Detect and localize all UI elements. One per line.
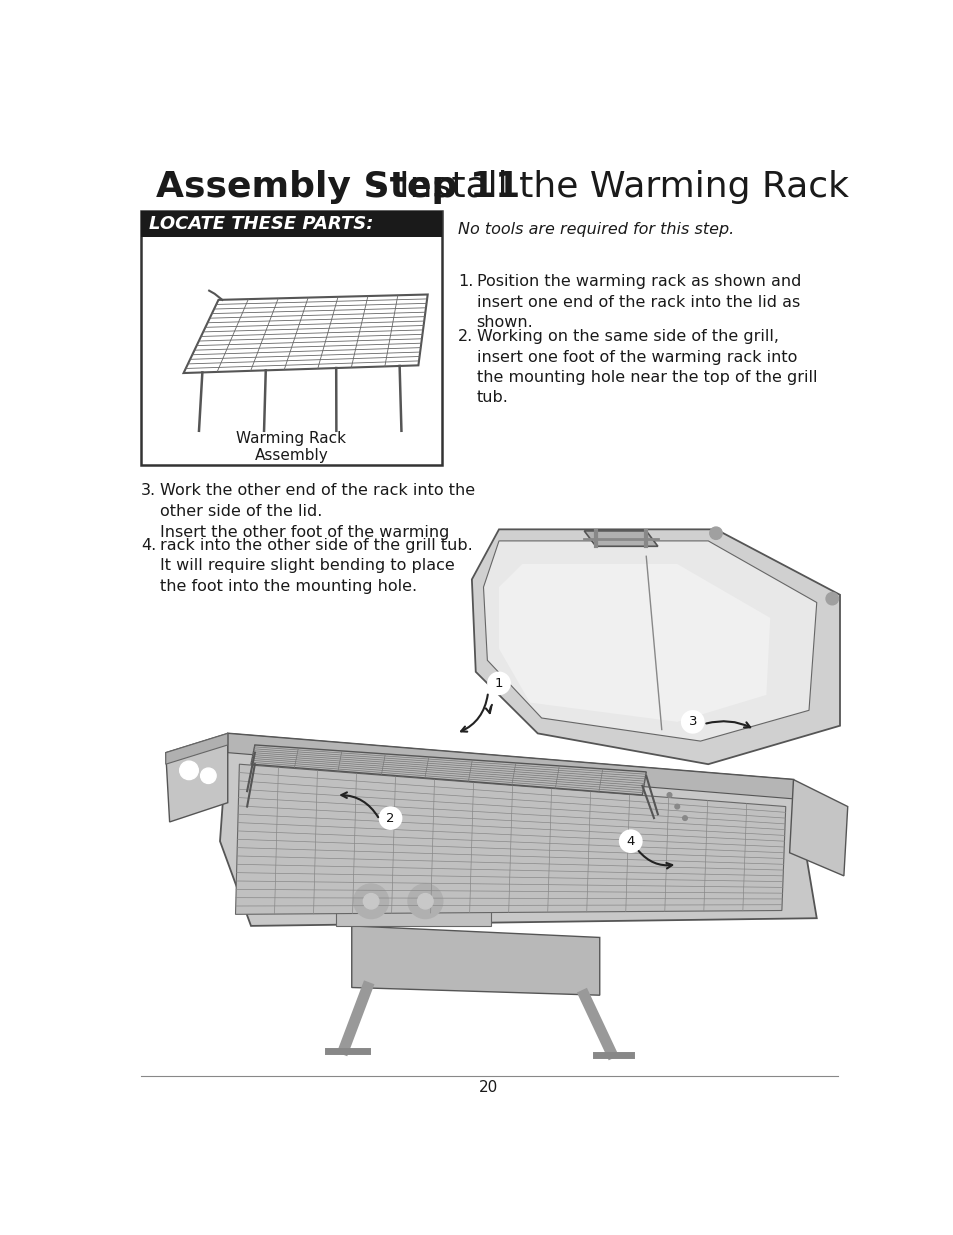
Circle shape bbox=[417, 894, 433, 909]
Polygon shape bbox=[583, 531, 658, 546]
Text: 3.: 3. bbox=[141, 483, 156, 498]
Polygon shape bbox=[220, 734, 816, 926]
Polygon shape bbox=[235, 764, 785, 914]
Circle shape bbox=[619, 830, 641, 852]
Circle shape bbox=[488, 673, 509, 694]
Polygon shape bbox=[166, 734, 228, 764]
Circle shape bbox=[682, 816, 686, 820]
Bar bbox=[141, 211, 441, 466]
Text: 2: 2 bbox=[386, 811, 395, 825]
Polygon shape bbox=[483, 541, 816, 741]
Text: Work the other end of the rack into the
other side of the lid.: Work the other end of the rack into the … bbox=[159, 483, 475, 519]
Text: - Install the Warming Rack: - Install the Warming Rack bbox=[363, 169, 848, 204]
Circle shape bbox=[379, 808, 401, 829]
Circle shape bbox=[179, 761, 198, 779]
Text: rack into the other side of the grill tub.
It will require slight bending to pla: rack into the other side of the grill tu… bbox=[159, 537, 472, 594]
Text: Assembly Step 11: Assembly Step 11 bbox=[155, 169, 519, 204]
Polygon shape bbox=[251, 745, 645, 795]
Circle shape bbox=[674, 804, 679, 809]
Text: Warming Rack
Assembly: Warming Rack Assembly bbox=[236, 431, 346, 463]
Text: Position the warming rack as shown and
insert one end of the rack into the lid a: Position the warming rack as shown and i… bbox=[476, 274, 801, 330]
Text: 1: 1 bbox=[495, 677, 503, 690]
Text: 20: 20 bbox=[478, 1081, 498, 1095]
Bar bbox=[141, 211, 441, 237]
Circle shape bbox=[408, 884, 442, 918]
Polygon shape bbox=[352, 926, 599, 995]
Text: 2.: 2. bbox=[457, 330, 473, 345]
Polygon shape bbox=[498, 564, 769, 721]
Circle shape bbox=[200, 768, 216, 783]
Polygon shape bbox=[166, 734, 228, 823]
Text: No tools are required for this step.: No tools are required for this step. bbox=[457, 222, 734, 237]
Text: LOCATE THESE PARTS:: LOCATE THESE PARTS: bbox=[149, 215, 373, 233]
Polygon shape bbox=[472, 530, 840, 764]
Text: Insert the other foot of the warming: Insert the other foot of the warming bbox=[159, 525, 449, 540]
Circle shape bbox=[681, 711, 703, 732]
Polygon shape bbox=[228, 734, 793, 799]
Circle shape bbox=[825, 593, 838, 605]
Text: 3: 3 bbox=[688, 715, 697, 729]
Polygon shape bbox=[789, 779, 847, 876]
Text: 4: 4 bbox=[626, 835, 635, 847]
Circle shape bbox=[354, 884, 388, 918]
Circle shape bbox=[363, 894, 378, 909]
Text: 4.: 4. bbox=[141, 537, 156, 553]
Text: Working on the same side of the grill,
insert one foot of the warming rack into
: Working on the same side of the grill, i… bbox=[476, 330, 816, 405]
Bar bbox=[335, 876, 491, 926]
Text: 1.: 1. bbox=[457, 274, 473, 289]
Circle shape bbox=[709, 527, 721, 540]
Circle shape bbox=[666, 793, 671, 798]
